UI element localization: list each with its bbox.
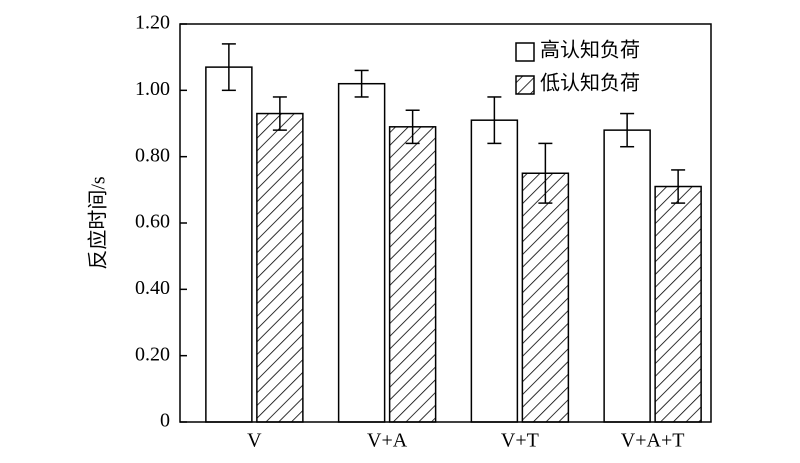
bar: [470, 119, 519, 423]
bar: [521, 172, 570, 423]
y-tick-label: 0.40: [135, 277, 170, 299]
bar: [205, 66, 253, 423]
x-tick-label: V+A+T: [621, 430, 685, 452]
legend-swatch: [515, 75, 535, 95]
legend-label: 低认知负荷: [540, 72, 640, 95]
bar: [654, 185, 702, 423]
error-bar: [221, 43, 236, 92]
y-axis-label: 反应时间/s: [87, 176, 110, 270]
error-bar: [671, 169, 686, 204]
x-tick-label: V: [247, 430, 262, 452]
error-bar: [620, 112, 635, 148]
error-bar: [487, 96, 502, 145]
plot-frame: [179, 23, 712, 423]
bar: [256, 112, 304, 423]
bar: [337, 82, 386, 423]
y-tick-label: 0.60: [135, 211, 170, 233]
x-tick-label: V+T: [501, 430, 539, 452]
x-tick-label: V+A: [367, 430, 408, 452]
error-bar: [538, 142, 553, 204]
y-tick-label: 1.20: [135, 12, 170, 34]
legend-swatch: [515, 42, 535, 62]
bar: [388, 126, 437, 423]
y-tick-label: 1.00: [135, 78, 170, 100]
bar: [603, 129, 651, 423]
error-bar: [272, 96, 287, 131]
error-bar: [405, 109, 420, 145]
error-bar: [354, 69, 369, 98]
legend-label: 高认知负荷: [540, 39, 640, 62]
y-tick-label: 0.80: [135, 144, 170, 166]
y-tick-label: 0.20: [135, 343, 170, 365]
y-tick-label: 0: [160, 410, 170, 432]
